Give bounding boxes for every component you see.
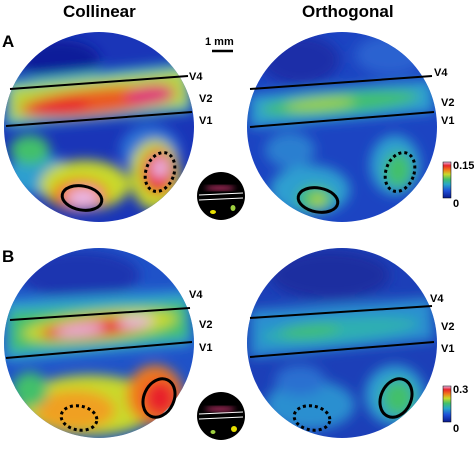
area-label-v1-a1: V1 bbox=[199, 115, 212, 127]
map-a-orthogonal bbox=[247, 32, 437, 222]
area-label-v4-b1: V4 bbox=[189, 289, 203, 301]
colorbar-a-max: 0.15 bbox=[453, 160, 474, 172]
panel-label-b: B bbox=[2, 247, 14, 266]
area-label-v2-a2: V2 bbox=[441, 97, 454, 109]
panel-label-a: A bbox=[2, 32, 14, 51]
inset-a-schematic bbox=[197, 172, 245, 220]
colorbar-a-min: 0 bbox=[453, 198, 459, 210]
colorbar-a bbox=[442, 161, 452, 199]
area-label-v4-a1: V4 bbox=[189, 71, 203, 83]
area-label-v2-b2: V2 bbox=[441, 321, 454, 333]
map-b-collinear bbox=[4, 248, 194, 438]
area-label-v2-a1: V2 bbox=[199, 93, 212, 105]
inset-b-schematic bbox=[197, 392, 245, 440]
area-label-v1-b1: V1 bbox=[199, 342, 212, 354]
area-label-v1-b2: V1 bbox=[441, 343, 454, 355]
map-b-orthogonal bbox=[247, 248, 437, 438]
colorbar-b bbox=[442, 385, 452, 423]
scale-bar-label: 1 mm bbox=[205, 36, 234, 48]
column-title-collinear: Collinear bbox=[63, 2, 136, 21]
map-a-collinear bbox=[4, 32, 194, 222]
area-label-v4-a2: V4 bbox=[434, 67, 448, 79]
area-label-v1-a2: V1 bbox=[441, 115, 454, 127]
area-label-v4-b2: V4 bbox=[430, 293, 444, 305]
colorbar-b-max: 0.3 bbox=[453, 384, 468, 396]
column-title-orthogonal: Orthogonal bbox=[302, 2, 394, 21]
colorbar-b-min: 0 bbox=[453, 423, 459, 435]
area-label-v2-b1: V2 bbox=[199, 319, 212, 331]
